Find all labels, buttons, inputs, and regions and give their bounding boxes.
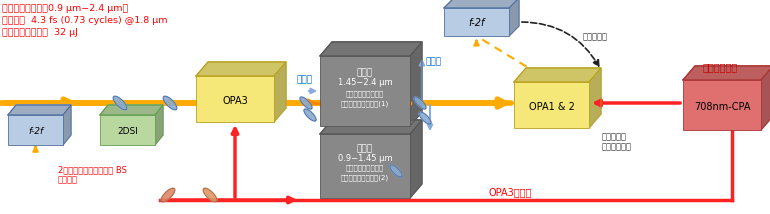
Polygon shape: [444, 0, 519, 8]
Polygon shape: [320, 42, 422, 56]
Polygon shape: [300, 97, 312, 109]
Polygon shape: [8, 105, 71, 115]
Polygon shape: [100, 105, 163, 115]
Polygon shape: [514, 68, 601, 82]
Text: 波長域: 波長域: [357, 68, 373, 77]
Text: ブル分散フィルター(1): ブル分散フィルター(1): [341, 100, 389, 107]
Polygon shape: [410, 42, 422, 126]
Text: 波長域: 波長域: [357, 144, 373, 153]
Polygon shape: [63, 105, 71, 145]
Text: 負帰遠制御: 負帰遠制御: [583, 32, 608, 41]
Text: 0.9−1.45 μm: 0.9−1.45 μm: [338, 154, 392, 163]
Polygon shape: [155, 105, 163, 145]
Polygon shape: [113, 96, 127, 110]
Text: 2DSI: 2DSI: [117, 126, 138, 135]
Bar: [320, 56, 410, 126]
Text: パルスエネルギー  32 μJ: パルスエネルギー 32 μJ: [2, 28, 78, 37]
Polygon shape: [761, 66, 770, 130]
Polygon shape: [320, 120, 422, 134]
Polygon shape: [390, 165, 402, 177]
Polygon shape: [514, 68, 601, 82]
Text: f-2f: f-2f: [28, 126, 43, 135]
Polygon shape: [683, 66, 770, 80]
Bar: [683, 80, 761, 130]
Polygon shape: [196, 62, 286, 76]
Text: 音響光学プログラマ: 音響光学プログラマ: [346, 90, 384, 97]
Text: f-2f: f-2f: [468, 18, 484, 28]
Polygon shape: [683, 66, 770, 80]
Polygon shape: [196, 62, 286, 76]
Text: 白色光発生
及びその増幅: 白色光発生 及びその増幅: [602, 132, 632, 151]
Text: 708nm-CPA: 708nm-CPA: [694, 102, 750, 112]
Polygon shape: [100, 105, 163, 115]
Bar: [196, 76, 274, 122]
Text: OPA3の励起: OPA3の励起: [488, 187, 532, 197]
Polygon shape: [320, 120, 422, 134]
Text: 1.45−2.4 μm: 1.45−2.4 μm: [338, 78, 392, 87]
Bar: [514, 82, 589, 128]
Text: 音響光学プログラマ: 音響光学プログラマ: [346, 164, 384, 171]
Polygon shape: [161, 188, 175, 202]
Polygon shape: [8, 105, 71, 115]
Text: ブル分散フィルター(2): ブル分散フィルター(2): [341, 174, 389, 181]
Polygon shape: [419, 112, 431, 124]
Polygon shape: [274, 62, 286, 122]
Polygon shape: [509, 0, 519, 36]
Text: OPA3: OPA3: [222, 96, 248, 106]
Text: 短波長赤外（波長0.9 μm−2.4 μm）: 短波長赤外（波長0.9 μm−2.4 μm）: [2, 4, 129, 13]
Text: パルス幅  4.3 fs (0.73 cycles) @1.8 μm: パルス幅 4.3 fs (0.73 cycles) @1.8 μm: [2, 16, 168, 25]
Bar: [8, 115, 63, 145]
Text: 励起レーザー: 励起レーザー: [702, 62, 738, 72]
Bar: [320, 134, 410, 198]
Text: 2次元シアリング干渉計 BS
ゲート光: 2次元シアリング干渉計 BS ゲート光: [58, 165, 127, 184]
Polygon shape: [589, 68, 601, 128]
Polygon shape: [203, 188, 217, 202]
Text: 分割鏡: 分割鏡: [426, 57, 442, 66]
Text: OPA1 & 2: OPA1 & 2: [528, 102, 574, 112]
Polygon shape: [410, 120, 422, 198]
Bar: [100, 115, 155, 145]
Polygon shape: [444, 0, 519, 8]
Polygon shape: [304, 109, 316, 121]
Text: 合成鏡: 合成鏡: [297, 75, 313, 84]
Polygon shape: [163, 96, 177, 110]
Polygon shape: [414, 97, 426, 109]
Bar: [444, 8, 509, 36]
Polygon shape: [320, 42, 422, 56]
